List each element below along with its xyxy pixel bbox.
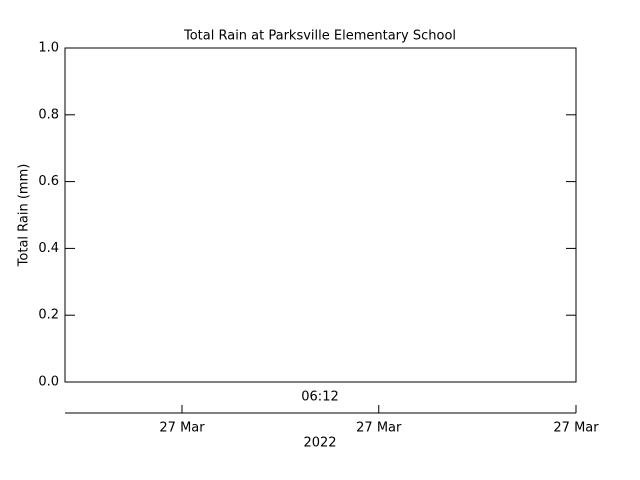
y-tick-label: 0.8	[38, 107, 59, 122]
y-axis-label: Total Rain (mm)	[17, 164, 32, 268]
date-tick-label: 27 Mar	[159, 421, 205, 436]
y-tick-label: 0.2	[38, 308, 59, 323]
y-tick-label: 0.6	[38, 174, 59, 189]
y-tick-label: 0.0	[38, 375, 59, 390]
x-axis-label: 06:12	[301, 390, 338, 405]
year-label: 2022	[303, 436, 336, 451]
plot-frame	[64, 47, 577, 383]
date-tick-label: 27 Mar	[356, 421, 402, 436]
date-tick-label: 27 Mar	[553, 421, 599, 436]
chart-title: Total Rain at Parksville Elementary Scho…	[183, 29, 456, 44]
y-tick-label: 0.4	[38, 241, 59, 256]
y-tick-label: 1.0	[38, 41, 59, 56]
